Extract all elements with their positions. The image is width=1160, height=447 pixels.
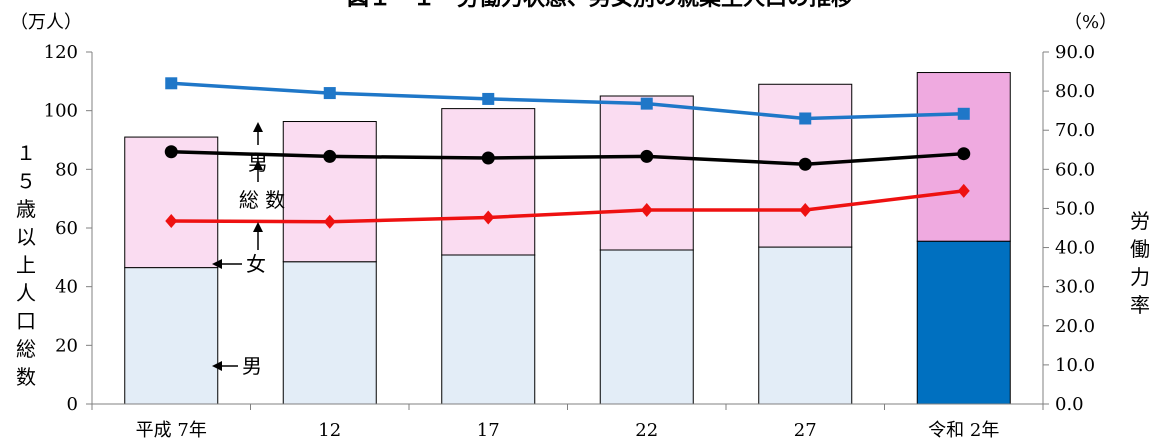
right-tick-label: 40.0 xyxy=(1055,238,1095,259)
right-tick-label: 70.0 xyxy=(1055,120,1095,141)
male-line-arrow-head xyxy=(253,122,263,132)
male-bar-arrow-head xyxy=(212,361,222,371)
right-tick-label: 0.0 xyxy=(1055,394,1084,415)
right-tick-label: 90.0 xyxy=(1055,42,1095,63)
left-ticks: 0 20 40 60 80 100 120 xyxy=(44,42,92,415)
left-axis-title-char: 歳 xyxy=(16,197,36,221)
marker-total-3 xyxy=(640,149,654,163)
bar-male-1 xyxy=(282,261,377,405)
left-axis-title-char: 総 xyxy=(16,337,36,361)
right-axis-title-char: 労 xyxy=(1130,209,1150,233)
right-tick-label: 50.0 xyxy=(1055,198,1095,219)
left-tick-label: 100 xyxy=(44,101,78,122)
x-tick-label: 17 xyxy=(477,420,500,441)
marker-female-5 xyxy=(957,183,970,198)
female-bar-arrow-head xyxy=(212,259,222,269)
total-line-label: 総 数 xyxy=(239,188,285,212)
marker-total-1 xyxy=(323,149,337,163)
left-axis-title-char: １ xyxy=(16,141,36,165)
marker-male-4 xyxy=(799,112,812,125)
lines-layer xyxy=(164,77,971,229)
marker-female-0 xyxy=(165,213,178,228)
left-tick-label: 40 xyxy=(55,277,78,298)
marker-male-5 xyxy=(957,107,970,120)
marker-female-4 xyxy=(799,203,812,218)
right-axis-title-char: 力 xyxy=(1130,265,1150,289)
right-tick-label: 60.0 xyxy=(1055,159,1095,180)
left-tick-label: 0 xyxy=(67,394,78,415)
bar-female-2 xyxy=(441,108,536,256)
bar-male-2 xyxy=(441,254,536,405)
left-axis-title-char: 以 xyxy=(16,225,36,249)
left-axis-title-char: ５ xyxy=(16,169,36,193)
x-tick-label: 平成 7年 xyxy=(136,420,207,441)
left-axis-title-char: 上 xyxy=(16,253,36,277)
x-tick-label: 27 xyxy=(794,420,817,441)
marker-male-3 xyxy=(640,97,653,110)
marker-female-3 xyxy=(640,203,653,218)
marker-male-0 xyxy=(165,77,178,90)
left-tick-label: 120 xyxy=(44,42,78,63)
marker-total-2 xyxy=(481,151,495,165)
left-tick-label: 80 xyxy=(55,159,78,180)
right-tick-label: 30.0 xyxy=(1055,277,1095,298)
x-tick-label: 令和 2年 xyxy=(928,420,999,441)
x-tick-label: 12 xyxy=(318,420,341,441)
line-total xyxy=(171,149,964,166)
bar-male-3 xyxy=(599,249,694,405)
right-tick-label: 10.0 xyxy=(1055,355,1095,376)
female-line-arrow-head xyxy=(253,222,263,232)
left-axis-title-char: 口 xyxy=(16,309,36,333)
marker-female-1 xyxy=(323,214,336,229)
right-axis-title-char: 率 xyxy=(1130,293,1150,317)
marker-male-2 xyxy=(482,92,495,105)
left-axis-title-char: 数 xyxy=(16,365,36,389)
right-axis-unit: （%） xyxy=(1064,12,1117,33)
marker-female-2 xyxy=(482,210,495,225)
right-axis-title-char: 働 xyxy=(1130,237,1150,261)
left-tick-label: 60 xyxy=(55,218,78,239)
left-tick-label: 20 xyxy=(55,335,78,356)
bar-male-4 xyxy=(758,246,853,405)
right-ticks: 0.0 10.0 20.0 30.0 40.0 50.0 60.0 70.0 80.0 90.0 xyxy=(1043,42,1095,415)
annotations-layer: 男総 数女男 xyxy=(212,122,285,378)
bar-male-0 xyxy=(124,267,219,405)
x-ticks: 平成 7年 12 17 22 27 令和 2年 xyxy=(91,404,1044,441)
bar-male-5 xyxy=(916,240,1011,405)
bars-layer xyxy=(124,72,1011,405)
chart-title: 図１－１ 労働力状態、男女別の就業生人口の推移 xyxy=(347,0,853,11)
axes-layer xyxy=(91,52,1044,405)
bar-female-0 xyxy=(124,136,219,269)
bar-female-1 xyxy=(282,121,377,263)
marker-total-4 xyxy=(798,157,812,171)
line-female xyxy=(171,189,964,224)
marker-total-0 xyxy=(164,145,178,159)
left-axis-title-char: 人 xyxy=(16,281,36,305)
male-bar-label: 男 xyxy=(242,354,262,378)
total-line-arrow-head xyxy=(253,160,263,170)
marker-total-5 xyxy=(957,147,971,161)
left-axis-unit: （万人） xyxy=(10,12,82,33)
right-tick-label: 80.0 xyxy=(1055,81,1095,102)
x-tick-label: 22 xyxy=(635,420,658,441)
right-tick-label: 20.0 xyxy=(1055,316,1095,337)
line-male xyxy=(171,81,964,121)
marker-male-1 xyxy=(323,87,336,100)
female-bar-label: 女 xyxy=(246,252,266,276)
bar-female-3 xyxy=(599,95,694,251)
